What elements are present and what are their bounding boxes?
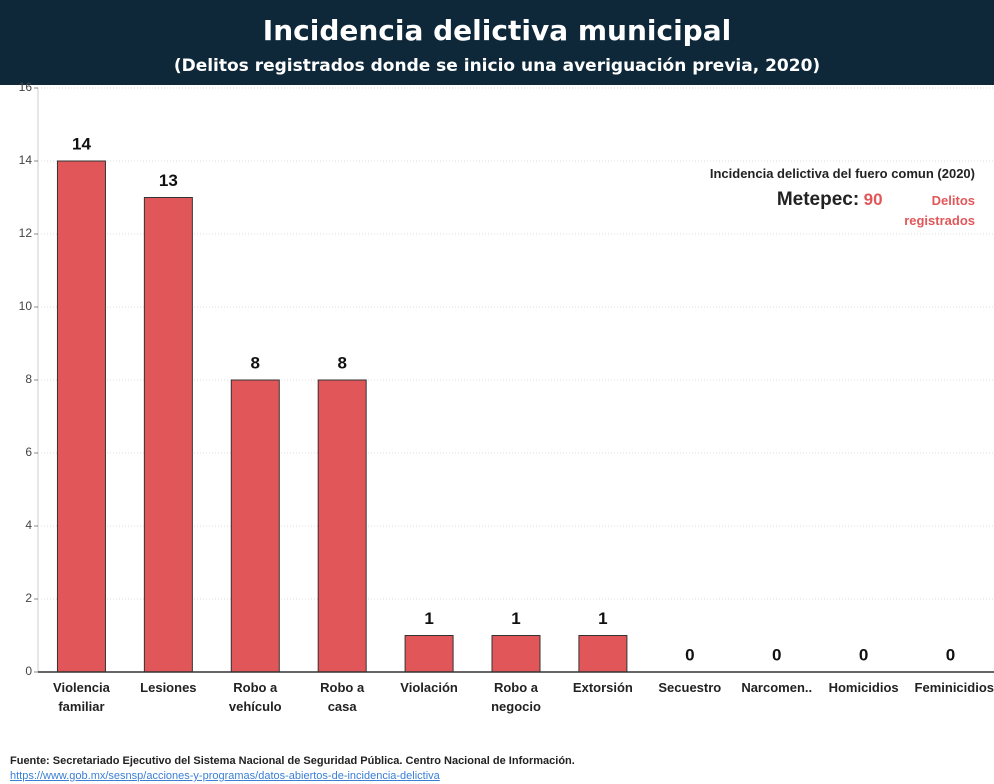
x-tick-label: Extorsión	[572, 680, 633, 695]
y-tick-label: 4	[25, 518, 32, 532]
value-label: 13	[159, 171, 178, 190]
chart-title: Incidencia delictiva municipal	[262, 14, 732, 47]
y-tick-label: 16	[19, 80, 33, 94]
annotation: Incidencia delictiva del fuero comun (20…	[710, 166, 975, 231]
bar	[230, 379, 280, 673]
annotation-title: Incidencia delictiva del fuero comun (20…	[709, 166, 975, 181]
bar	[56, 160, 106, 673]
value-label: 0	[859, 645, 868, 664]
bar	[404, 635, 454, 673]
source-link[interactable]: https://www.gob.mx/sesnsp/acciones-y-pro…	[10, 770, 440, 782]
y-tick-label: 12	[19, 226, 33, 240]
x-tick-label: Secuestro	[658, 680, 722, 695]
value-label: 0	[685, 645, 694, 664]
value-label: 1	[424, 609, 433, 628]
y-tick-label: 6	[25, 445, 32, 459]
bar	[491, 635, 541, 673]
bar	[143, 197, 193, 673]
x-tick-label: Homicidios	[828, 680, 899, 695]
bar	[317, 379, 367, 673]
value-label: 8	[251, 353, 260, 372]
x-tick-label: Robo a negocio	[491, 680, 541, 714]
y-tick-label: 0	[25, 664, 32, 678]
annotation-place: Metepec:	[776, 189, 860, 210]
value-label: 0	[772, 645, 781, 664]
x-tick-label: Robo a casa	[320, 680, 365, 714]
value-label: 0	[946, 645, 955, 664]
value-label: 1	[511, 609, 520, 628]
x-tick-label: Robo a vehículo	[228, 680, 282, 714]
y-tick-label: 2	[25, 591, 32, 605]
annotation-unit: Delitos registrados	[904, 193, 975, 228]
x-tick-label: Feminicidios	[914, 680, 994, 695]
value-label: 14	[72, 134, 91, 153]
header: Incidencia delictiva municipal (Delitos …	[0, 0, 994, 85]
x-tick-label: Lesiones	[140, 680, 197, 695]
value-label: 1	[598, 609, 607, 628]
x-tick-label: Violencia familiar	[53, 680, 110, 714]
y-tick-label: 10	[19, 299, 33, 313]
y-tick-label: 14	[19, 153, 33, 167]
x-tick-label: Violación	[400, 680, 458, 695]
chart-subtitle: (Delitos registrados donde se inicio una…	[173, 56, 821, 76]
annotation-line: Metepec: 90 Delitos registrados	[710, 189, 975, 231]
bar	[578, 635, 628, 673]
source: Fuente: Secretariado Ejecutivo del Siste…	[10, 755, 575, 767]
value-label: 8	[337, 353, 346, 372]
y-tick-label: 8	[25, 372, 32, 386]
annotation-count: 90	[863, 190, 883, 209]
x-tick-label: Narcomen..	[741, 680, 813, 695]
